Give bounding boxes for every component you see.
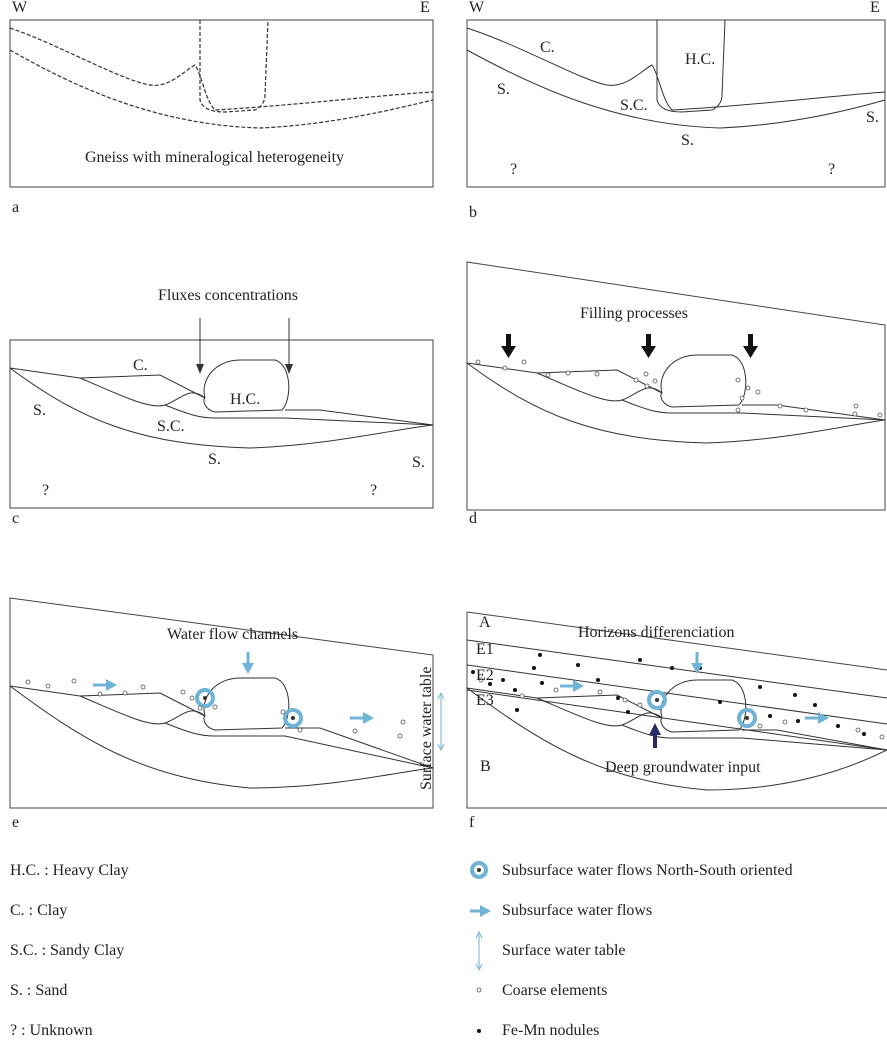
label: Filling processes	[580, 305, 688, 322]
diagram: W E Gneiss with mineralogical heterogene…	[0, 0, 887, 1042]
legend-item: Fe-Mn nodules	[502, 1022, 599, 1039]
legend-right: Subsurface water flows North-South orien…	[470, 862, 793, 1039]
label: S.	[497, 81, 510, 98]
panel-f: A E1 E2 E3 Horizons differenciation B De…	[467, 612, 887, 831]
panel-c: Fluxes concentrations C. H.C. S. S.C. S.…	[10, 287, 433, 527]
panel-letter: b	[469, 204, 477, 221]
label: S.	[412, 454, 425, 471]
label: B	[480, 758, 491, 775]
label: S.C.	[620, 97, 648, 114]
legend-item: S.C. : Sandy Clay	[10, 942, 124, 959]
legend-item: Surface water table	[502, 942, 625, 959]
legend-item: Subsurface water flows	[502, 902, 652, 919]
label: W	[12, 0, 28, 16]
panel-a: W E Gneiss with mineralogical heterogene…	[10, 0, 433, 216]
panel-letter: c	[12, 510, 19, 527]
label: ?	[510, 161, 517, 178]
label: C.	[540, 39, 555, 56]
legend-left: H.C. : Heavy Clay C. : Clay S.C. : Sandy…	[10, 862, 129, 1039]
panel-e: Surface water table Water flow channels …	[10, 598, 444, 831]
panel-letter: d	[469, 510, 477, 527]
label: ?	[42, 482, 49, 499]
label: E1	[476, 641, 494, 658]
label: E	[420, 0, 430, 16]
label: H.C.	[685, 51, 715, 68]
panel-letter: e	[12, 814, 19, 831]
label: E	[870, 0, 880, 16]
legend-item: H.C. : Heavy Clay	[10, 862, 129, 879]
label: S.	[866, 109, 879, 126]
label: W	[469, 0, 485, 16]
panel-letter: a	[12, 199, 19, 216]
label: Gneiss with mineralogical heterogeneity	[85, 149, 344, 166]
legend-item: Subsurface water flows North-South orien…	[502, 862, 793, 879]
label: Surface water table	[418, 667, 435, 790]
legend-item: C. : Clay	[10, 902, 67, 919]
panel-b: W E C. H.C. S. S.C. S. S. ? ? b	[467, 0, 885, 221]
label: C.	[133, 357, 148, 374]
label: E2	[476, 667, 494, 684]
label: A	[479, 614, 491, 631]
legend-item: ? : Unknown	[10, 1022, 93, 1039]
label: S.C.	[157, 418, 185, 435]
legend-item: Coarse elements	[502, 982, 607, 999]
legend-item: S. : Sand	[10, 982, 67, 999]
label: H.C.	[230, 391, 260, 408]
label: S.	[33, 402, 46, 419]
label: Deep groundwater input	[605, 759, 761, 776]
label: Fluxes concentrations	[158, 287, 298, 304]
label: E3	[476, 692, 494, 709]
label: ?	[828, 161, 835, 178]
panel-letter: f	[469, 814, 475, 831]
label: ?	[370, 482, 377, 499]
label: S.	[681, 132, 694, 149]
label: Water flow channels	[167, 626, 298, 643]
panel-d: Filling processes d	[467, 262, 885, 527]
label: S.	[208, 451, 221, 468]
label: Horizons differenciation	[578, 624, 735, 641]
